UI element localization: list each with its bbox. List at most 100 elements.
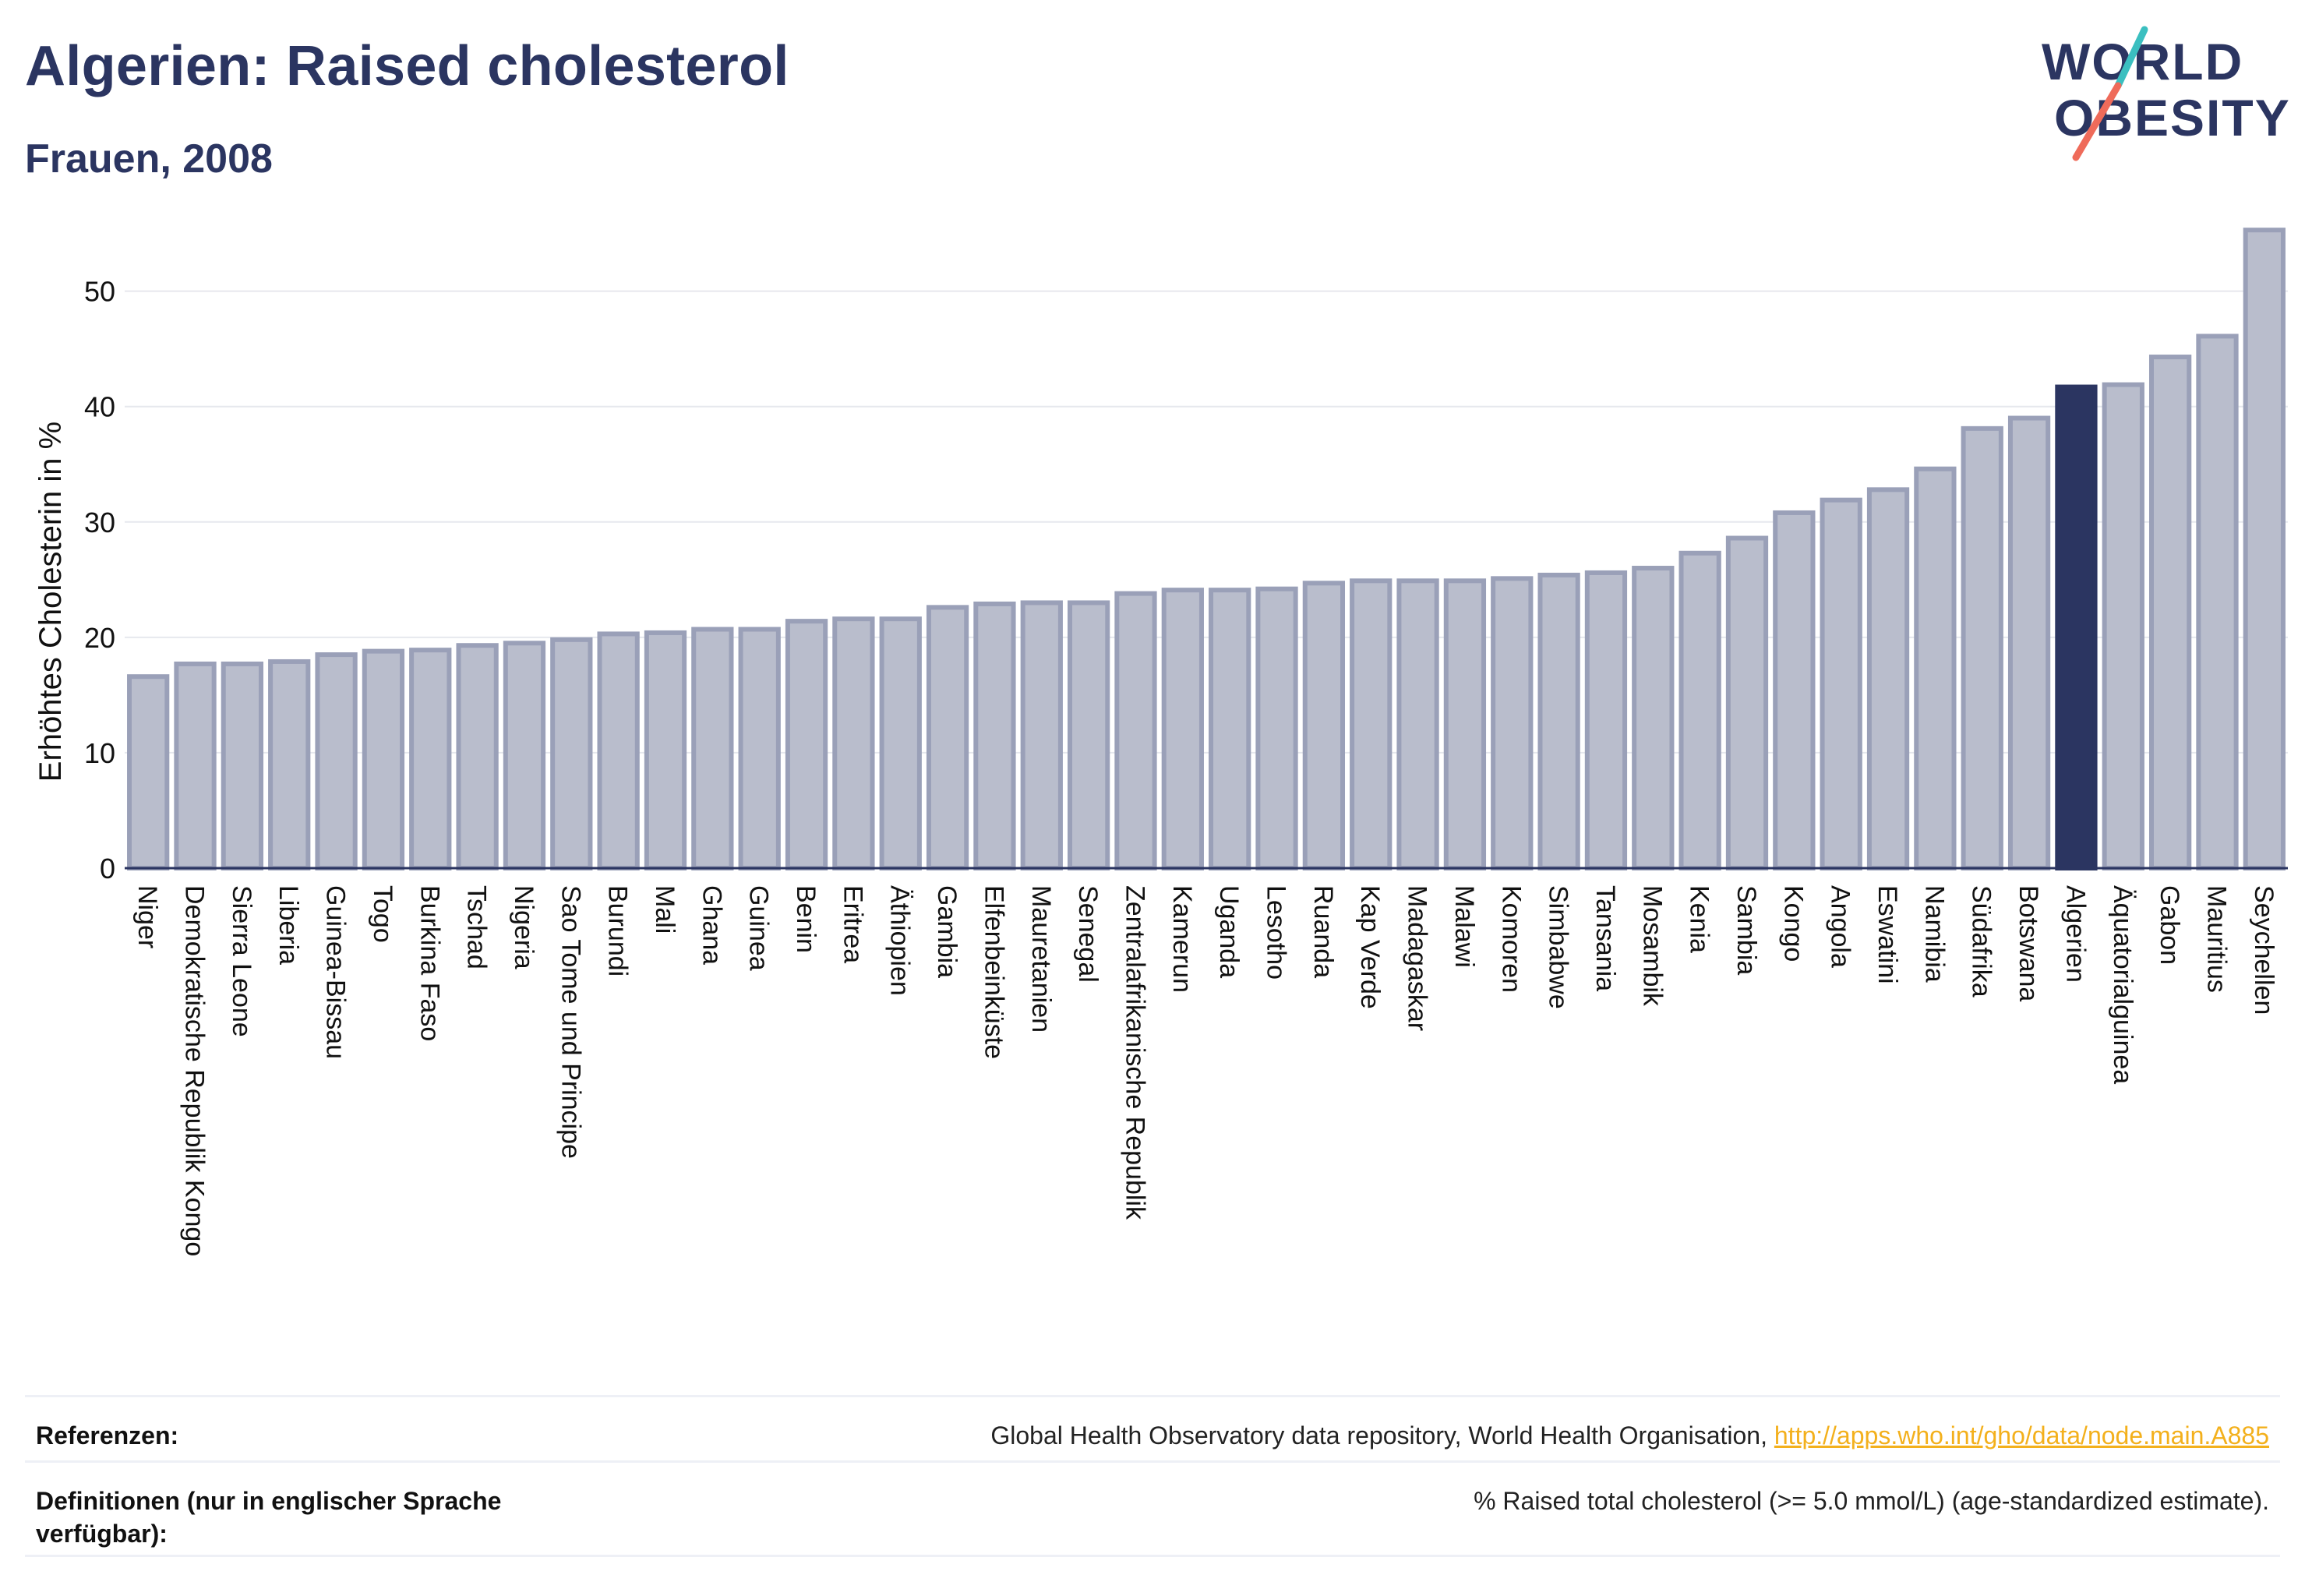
bar-angola[interactable]: [1820, 497, 1862, 870]
references-label: Referenzen:: [36, 1421, 179, 1449]
bar-ghana[interactable]: [691, 627, 734, 870]
x-tick-label: Uganda: [1214, 885, 1244, 978]
bar-uganda[interactable]: [1209, 588, 1251, 870]
bar-äthiopien[interactable]: [879, 616, 922, 870]
x-tick-label: Burundi: [603, 885, 633, 976]
bar-tansania[interactable]: [1584, 570, 1628, 871]
bar-liberia[interactable]: [268, 659, 311, 871]
bar-senegal[interactable]: [1067, 600, 1110, 870]
x-tick-label: Demokratische Republik Kongo: [180, 885, 210, 1256]
bar-kamerun[interactable]: [1161, 588, 1204, 870]
bar-zentralafrikanische-republik[interactable]: [1114, 591, 1157, 870]
chart-subtitle: Frauen, 2008: [25, 136, 273, 182]
bar-benin[interactable]: [785, 619, 828, 870]
bar-sierra-leone[interactable]: [221, 661, 264, 870]
bar-komoren[interactable]: [1491, 576, 1534, 870]
y-axis-label: Erhöhtes Cholesterin in %: [34, 422, 68, 782]
x-tick-label: Burkina Faso: [415, 885, 444, 1041]
x-axis-labels: Niger Demokratische Republik Kongo Sierra …: [132, 885, 2279, 1256]
x-tick-label: Liberia: [274, 885, 303, 965]
references-text-wrap: Global Health Observatory data repositor…: [990, 1419, 2269, 1452]
x-tick-label: Äthiopien: [885, 885, 915, 996]
x-tick-label: Kenia: [1685, 885, 1714, 953]
x-tick-label: Südafrika: [1967, 885, 1996, 998]
bar-kongo[interactable]: [1773, 510, 1816, 870]
x-tick-label: Eritrea: [838, 885, 867, 963]
bar-burkina-faso[interactable]: [409, 648, 452, 870]
bar-eswatini[interactable]: [1866, 487, 1910, 870]
bar-ruanda[interactable]: [1302, 581, 1346, 870]
x-tick-label: Seychellen: [2249, 885, 2279, 1015]
x-tick-label: Äquatorialguinea: [2108, 885, 2137, 1084]
y-axis-ticks: 0 10 20 30 40 50: [84, 276, 115, 885]
bar-mali[interactable]: [644, 630, 687, 870]
bar-kap-verde[interactable]: [1350, 578, 1393, 870]
x-tick-label: Nigeria: [509, 885, 538, 969]
x-tick-label: Kongo: [1778, 885, 1808, 962]
x-tick-label: Sao Tome und Principe: [556, 885, 585, 1159]
x-tick-label: Lesotho: [1262, 885, 1291, 980]
bar-niger[interactable]: [127, 674, 170, 870]
bar-algerien[interactable]: [2055, 384, 2098, 870]
y-tick-label: 40: [84, 391, 115, 423]
x-tick-label: Zentralafrikanische Republik: [1120, 885, 1149, 1220]
world-obesity-logo: WORLD OBESITY: [2042, 26, 2289, 161]
x-tick-label: Tansania: [1590, 885, 1620, 991]
bar-demokratische-republik-kongo[interactable]: [174, 661, 217, 870]
bar-malawi[interactable]: [1443, 578, 1487, 870]
bar-eritrea[interactable]: [832, 616, 875, 870]
bar-mosambik[interactable]: [1632, 566, 1675, 870]
x-tick-label: Sambia: [1731, 885, 1761, 975]
x-tick-label: Mauretanien: [1026, 885, 1056, 1033]
bar-nigeria[interactable]: [503, 641, 546, 871]
bar-chart: 0 10 20 30 40 50 Erhöhtes Cholesterin in % Ni…: [34, 228, 2288, 1256]
x-tick-label: Elfenbeinküste: [979, 885, 1008, 1059]
bar-mauritius[interactable]: [2196, 334, 2239, 870]
x-tick-label: Mauritius: [2201, 885, 2231, 993]
bar-elfenbeinküste[interactable]: [973, 601, 1016, 870]
x-tick-label: Gambia: [932, 885, 962, 978]
references-row: Referenzen: Global Health Observatory da…: [25, 1395, 2280, 1460]
bar-guinea-bissau[interactable]: [315, 652, 358, 870]
definitions-row: Definitionen (nur in englischer Sprache …: [25, 1460, 2280, 1557]
x-tick-label: Senegal: [1073, 885, 1103, 983]
bar-botswana[interactable]: [2007, 415, 2051, 870]
bar-sao-tome-und-principe[interactable]: [550, 637, 593, 870]
x-tick-label: Sierra Leone: [227, 885, 256, 1037]
x-tick-label: Mali: [650, 885, 679, 934]
bars: [127, 228, 2286, 871]
x-tick-label: Malawi: [1449, 885, 1479, 968]
bar-äquatorialguinea[interactable]: [2102, 382, 2144, 871]
bar-gambia[interactable]: [926, 605, 969, 870]
x-tick-label: Togo: [368, 885, 397, 943]
x-tick-label: Namibia: [1919, 885, 1949, 983]
references-text: Global Health Observatory data repositor…: [990, 1421, 1774, 1449]
bar-simbabwe[interactable]: [1537, 572, 1580, 870]
x-tick-label: Simbabwe: [1544, 885, 1573, 1009]
references-link[interactable]: http://apps.who.int/gho/data/node.main.A…: [1774, 1421, 2269, 1449]
bar-seychellen[interactable]: [2243, 228, 2286, 870]
x-tick-label: Tschad: [462, 885, 492, 969]
bar-namibia[interactable]: [1914, 466, 1957, 870]
x-tick-label: Ghana: [697, 885, 726, 965]
bar-sambia[interactable]: [1725, 535, 1769, 870]
y-tick-label: 30: [84, 507, 115, 538]
bar-togo[interactable]: [362, 648, 405, 870]
bar-südafrika[interactable]: [1961, 425, 2003, 870]
bar-madagaskar[interactable]: [1396, 578, 1439, 870]
x-tick-label: Ruanda: [1308, 885, 1338, 978]
bar-burundi[interactable]: [597, 631, 640, 870]
bar-gabon[interactable]: [2148, 355, 2192, 870]
bar-kenia[interactable]: [1678, 550, 1721, 870]
y-tick-label: 50: [84, 276, 115, 308]
x-tick-label: Gabon: [2155, 885, 2184, 965]
y-tick-label: 20: [84, 622, 115, 654]
x-tick-label: Niger: [132, 885, 162, 948]
bar-lesotho[interactable]: [1255, 586, 1298, 870]
x-tick-label: Kap Verde: [1355, 885, 1385, 1009]
y-tick-label: 10: [84, 737, 115, 769]
x-tick-label: Mosambik: [1637, 885, 1667, 1007]
bar-mauretanien[interactable]: [1020, 600, 1063, 870]
bar-tschad[interactable]: [456, 643, 499, 870]
bar-guinea[interactable]: [738, 627, 781, 870]
